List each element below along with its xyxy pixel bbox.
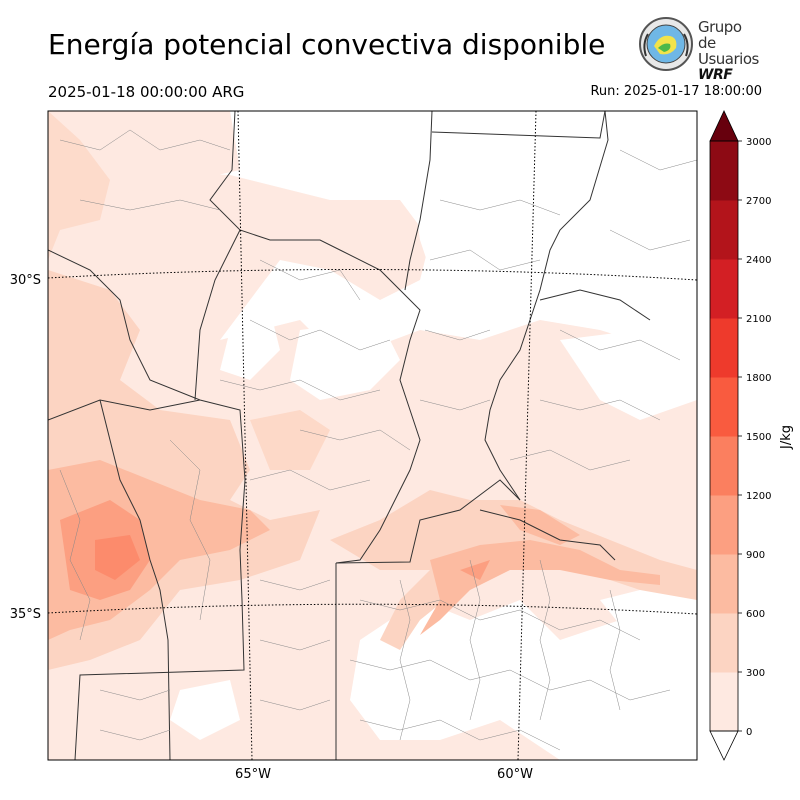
lon-label-65w: 65°W xyxy=(235,767,271,782)
colorbar-tick-label: 2100 xyxy=(746,314,771,325)
logo-line3: WRF xyxy=(698,67,733,83)
logo-line2: Usuarios xyxy=(698,50,759,68)
graticule xyxy=(48,111,697,760)
department-boundaries xyxy=(59,129,697,751)
colorbar-segment xyxy=(710,613,738,673)
wrf-logo: Grupo de Usuarios WRF xyxy=(638,16,759,83)
colorbar: 0 300 600 900 1200 1500 1800 2100 2400 2700 3000 xyxy=(709,110,771,761)
colorbar-segment xyxy=(710,495,738,555)
lon-label-60w: 60°W xyxy=(497,767,533,782)
wrf-users-group-logo-icon xyxy=(639,17,693,71)
colorbar-tick-label: 2700 xyxy=(746,196,771,207)
lat-label-30s: 30°S xyxy=(10,273,41,288)
colorbar-tick-label: 2400 xyxy=(746,255,771,266)
province-boundaries xyxy=(48,111,651,760)
colorbar-tick-label: 300 xyxy=(746,668,765,679)
colorbar-segment xyxy=(710,259,738,319)
colorbar-segment xyxy=(710,318,738,378)
colorbar-tick-label: 1200 xyxy=(746,491,771,502)
colorbar-tick-label: 900 xyxy=(746,550,765,561)
colorbar-segment xyxy=(710,377,738,437)
colorbar-label: J/kg xyxy=(779,425,794,450)
lat-label-35s: 35°S xyxy=(10,607,41,622)
colorbar-tick-label: 600 xyxy=(746,609,765,620)
colorbar-segment xyxy=(710,672,738,732)
colorbar-tick-label: 3000 xyxy=(746,137,771,148)
valid-time: 2025-01-18 00:00:00 ARG xyxy=(48,83,245,101)
cape-shading xyxy=(48,111,697,760)
map-frame xyxy=(47,110,698,761)
colorbar-extend-min xyxy=(709,730,739,761)
logo-line1: Grupo de xyxy=(698,18,742,52)
colorbar-extend-max xyxy=(709,110,739,142)
run-time: Run: 2025-01-17 18:00:00 xyxy=(590,84,762,99)
colorbar-segment xyxy=(710,554,738,614)
colorbar-tick-label: 1500 xyxy=(746,432,771,443)
colorbar-tick-label: 0 xyxy=(746,727,752,738)
colorbar-segment xyxy=(710,200,738,260)
colorbar-segment xyxy=(710,141,738,201)
colorbar-tick-label: 1800 xyxy=(746,373,771,384)
colorbar-segment xyxy=(710,436,738,496)
chart-title: Energía potencial convectiva disponible xyxy=(48,28,606,61)
